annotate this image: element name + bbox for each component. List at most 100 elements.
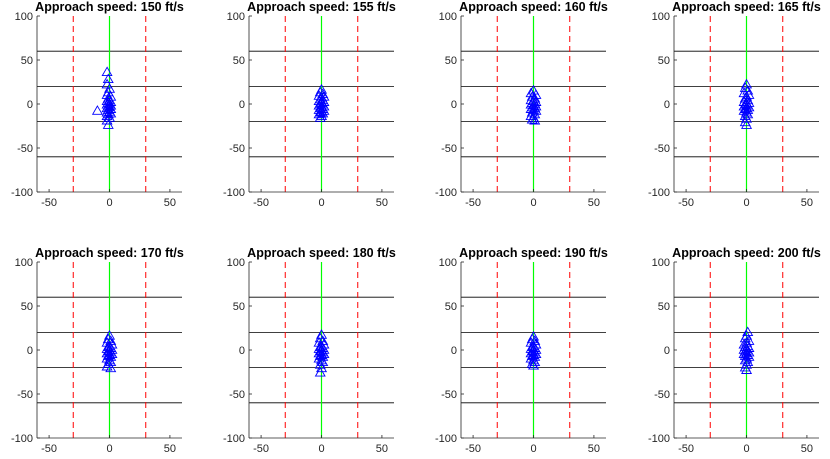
x-tick-label: 0 (743, 197, 749, 209)
data-point (525, 87, 537, 98)
y-tick-label: -50 (17, 389, 33, 401)
data-point (101, 110, 113, 121)
y-tick-label: 100 (15, 257, 33, 269)
subplot-6: -100 -50 0 50 100 -50 0 50 Approach speed: 180 f… (223, 246, 396, 455)
x-tick-label: 50 (164, 443, 176, 454)
data-point (104, 83, 116, 93)
data-point (105, 362, 117, 373)
data-point (741, 364, 753, 374)
y-tick-label: -50 (17, 143, 33, 155)
y-tick-label: 50 (445, 301, 457, 313)
data-point (102, 119, 114, 129)
x-tick-label: -50 (465, 197, 481, 209)
data-point (741, 337, 753, 347)
x-tick-label: 50 (801, 197, 813, 209)
y-tick-label: 0 (239, 99, 245, 111)
data-point (529, 114, 541, 125)
data-point (313, 108, 325, 119)
subplot-4: -100 -50 0 50 100 -50 0 50 Approach speed: 165 f… (648, 0, 821, 209)
subplot-5: -100 -50 0 50 100 -50 0 50 Approach speed: 170 f… (11, 246, 184, 455)
x-tick-label: 0 (318, 443, 324, 454)
x-tick-label: -50 (41, 443, 57, 454)
data-point (313, 90, 325, 100)
y-tick-label: 50 (445, 55, 457, 67)
y-tick-label: -100 (648, 187, 670, 199)
x-tick-label: -50 (253, 197, 269, 209)
y-tick-label: 50 (21, 55, 33, 67)
x-tick-label: 50 (588, 443, 600, 454)
y-tick-label: -100 (11, 433, 33, 445)
subplot-title: Approach speed: 190 ft/s (459, 246, 608, 260)
x-tick-label: 0 (743, 443, 749, 454)
data-point (101, 66, 113, 77)
data-point (526, 91, 538, 101)
x-tick-label: 50 (376, 197, 388, 209)
subplot-2: -100 -50 0 50 100 -50 0 50 Approach speed: 155 f… (223, 0, 396, 209)
data-point (741, 113, 753, 123)
subplot-title: Approach speed: 155 ft/s (247, 0, 396, 14)
x-tick-label: 50 (376, 443, 388, 454)
y-tick-label: 0 (27, 345, 33, 357)
x-tick-label: 0 (106, 197, 112, 209)
subplot-3: -100 -50 0 50 100 -50 0 50 Approach speed: 160 f… (435, 0, 608, 209)
data-point (529, 356, 541, 367)
y-tick-label: -50 (441, 143, 457, 155)
y-tick-label: -50 (229, 389, 245, 401)
y-tick-label: 100 (439, 257, 457, 269)
y-tick-label: 50 (658, 301, 670, 313)
data-point (742, 326, 754, 337)
subplot-1: -100 -50 0 50 100 -50 0 50 Approach speed: 150 f… (11, 0, 184, 209)
subplot-title: Approach speed: 170 ft/s (35, 246, 184, 260)
y-tick-label: 100 (652, 11, 670, 23)
x-tick-label: 50 (801, 443, 813, 454)
y-tick-label: -100 (435, 187, 457, 199)
y-tick-label: 50 (233, 55, 245, 67)
data-point (102, 73, 114, 84)
y-tick-label: 0 (27, 99, 33, 111)
subplot-7: -100 -50 0 50 100 -50 0 50 Approach speed: 190 f… (435, 246, 608, 455)
data-point (742, 108, 754, 119)
data-point (314, 112, 326, 122)
data-point (526, 113, 538, 124)
x-tick-label: 0 (106, 443, 112, 454)
data-point (528, 359, 540, 370)
y-tick-label: -100 (223, 433, 245, 445)
x-tick-label: -50 (465, 443, 481, 454)
subplot-title: Approach speed: 180 ft/s (247, 246, 396, 260)
y-tick-label: 100 (439, 11, 457, 23)
data-point (314, 367, 326, 377)
x-tick-label: 50 (588, 197, 600, 209)
y-tick-label: -50 (654, 143, 670, 155)
y-tick-label: -50 (441, 389, 457, 401)
x-tick-label: -50 (41, 197, 57, 209)
y-tick-label: 0 (451, 99, 457, 111)
y-tick-label: 50 (21, 301, 33, 313)
subplot-8: -100 -50 0 50 100 -50 0 50 Approach speed: 200 f… (648, 246, 821, 455)
y-tick-label: 100 (227, 11, 245, 23)
y-tick-label: 0 (451, 345, 457, 357)
x-tick-label: -50 (678, 443, 694, 454)
x-tick-label: -50 (678, 197, 694, 209)
y-tick-label: -100 (223, 187, 245, 199)
y-tick-label: 50 (658, 55, 670, 67)
subplot-title: Approach speed: 200 ft/s (672, 246, 821, 260)
y-tick-label: -100 (435, 433, 457, 445)
x-tick-label: 0 (318, 197, 324, 209)
data-point (739, 354, 751, 365)
y-tick-label: -50 (229, 143, 245, 155)
y-tick-label: -50 (654, 389, 670, 401)
y-tick-label: 0 (239, 345, 245, 357)
data-point (525, 103, 537, 113)
x-tick-label: 0 (530, 197, 536, 209)
y-tick-label: -100 (648, 433, 670, 445)
subplot-title: Approach speed: 160 ft/s (459, 0, 608, 14)
data-point (525, 110, 537, 121)
x-tick-label: -50 (253, 443, 269, 454)
data-point (741, 119, 753, 129)
data-point (104, 112, 116, 122)
y-tick-label: 0 (664, 99, 670, 111)
data-point (104, 329, 116, 340)
y-tick-label: 0 (664, 345, 670, 357)
